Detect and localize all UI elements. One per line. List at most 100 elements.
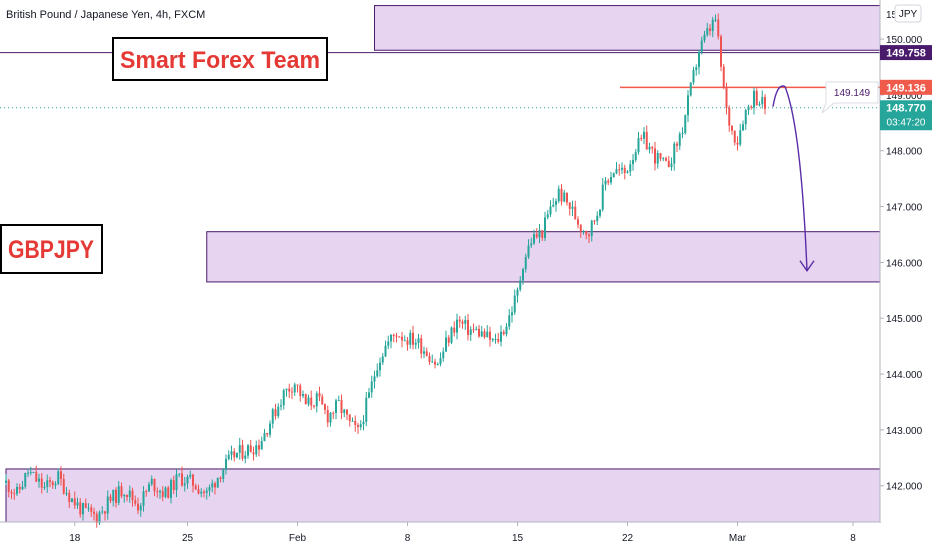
candle [7, 478, 10, 498]
candle [703, 30, 706, 43]
candle [186, 474, 189, 489]
candle [467, 313, 469, 341]
candle [145, 489, 148, 497]
svg-text:148.770: 148.770 [886, 103, 926, 115]
candle [478, 324, 480, 338]
price-tick-label-partial: 15 [886, 10, 898, 21]
time-tick-label: 22 [622, 533, 634, 544]
resistance-zone[interactable] [374, 5, 881, 51]
candle [420, 334, 423, 359]
team-label-box[interactable]: Smart Forex Team [112, 37, 328, 81]
candle [379, 357, 381, 377]
candle [692, 66, 695, 85]
candle [596, 211, 599, 225]
candle [194, 483, 197, 490]
candle [241, 439, 244, 461]
time-tick-label: 25 [182, 533, 194, 544]
candle [79, 498, 82, 518]
candle [214, 481, 216, 495]
candle [93, 507, 95, 521]
candle [49, 476, 51, 488]
candle [260, 436, 263, 450]
team-label-text: Smart Forex Team [120, 47, 320, 74]
price-tick-label: 142.000 [886, 482, 923, 493]
candle [618, 163, 621, 176]
price-tick-label: 145.000 [886, 314, 923, 325]
candle [590, 219, 593, 242]
candle [200, 488, 203, 498]
candle [376, 363, 379, 378]
candle [739, 123, 742, 147]
candle [65, 486, 68, 497]
candle [549, 200, 552, 217]
candle [511, 306, 513, 323]
candle [615, 162, 618, 175]
candle [208, 484, 211, 497]
candle [230, 445, 233, 461]
candle [428, 352, 431, 365]
candle [640, 134, 643, 142]
target-price-callout[interactable]: 149.149 [821, 81, 879, 114]
candle [54, 481, 57, 489]
candle [480, 325, 483, 338]
candle [552, 197, 555, 208]
currency-button[interactable]: JPY [894, 4, 922, 23]
candle [698, 49, 700, 75]
candle [425, 347, 428, 357]
candle [153, 478, 156, 497]
candle [150, 475, 153, 487]
candle [115, 487, 117, 508]
candle [621, 162, 623, 175]
candle [544, 211, 546, 242]
candle [255, 440, 258, 457]
candle [502, 329, 505, 336]
candle [753, 87, 755, 115]
candle [178, 473, 181, 478]
candle [362, 415, 365, 431]
demand-zone[interactable] [5, 468, 881, 523]
candle [293, 382, 296, 396]
support-zone[interactable] [206, 231, 881, 283]
candle [593, 219, 596, 225]
candle [5, 474, 7, 486]
candle [711, 16, 714, 38]
time-axis[interactable]: 18 25 Feb 8 15 22 Mar 8 [0, 521, 880, 544]
candle [142, 486, 145, 512]
candle [535, 228, 538, 239]
candle [670, 157, 673, 171]
candle [313, 404, 315, 409]
candle [585, 230, 588, 240]
candle [139, 502, 142, 517]
candle [445, 330, 447, 353]
candle [571, 200, 574, 217]
candle [324, 403, 326, 415]
candle [57, 468, 60, 486]
candle [348, 414, 351, 427]
price-axis-ticks: 142.000 143.000 144.000 145.000 146.000 147.0… [880, 10, 923, 493]
candle [381, 353, 384, 365]
candle [709, 24, 711, 36]
projection-arrow-path[interactable] [772, 85, 808, 271]
candle [181, 466, 183, 487]
price-axis[interactable]: 142.000 143.000 144.000 145.000 146.000 147.0… [879, 0, 932, 522]
candle [626, 170, 629, 174]
candle [337, 395, 340, 402]
candle [167, 485, 170, 499]
candle [112, 489, 115, 507]
pair-label-box[interactable]: GBPJPY [0, 224, 103, 274]
candle [87, 503, 90, 512]
candle [629, 160, 632, 177]
candle [541, 230, 544, 242]
candle [654, 141, 656, 171]
candle [687, 89, 689, 123]
candle [747, 104, 750, 116]
candle [159, 489, 161, 499]
candle [599, 209, 601, 219]
candle [172, 475, 175, 495]
candle [302, 390, 304, 399]
time-tick-label: 8 [850, 533, 856, 544]
time-tick-label: 18 [69, 533, 81, 544]
candle [307, 394, 310, 407]
